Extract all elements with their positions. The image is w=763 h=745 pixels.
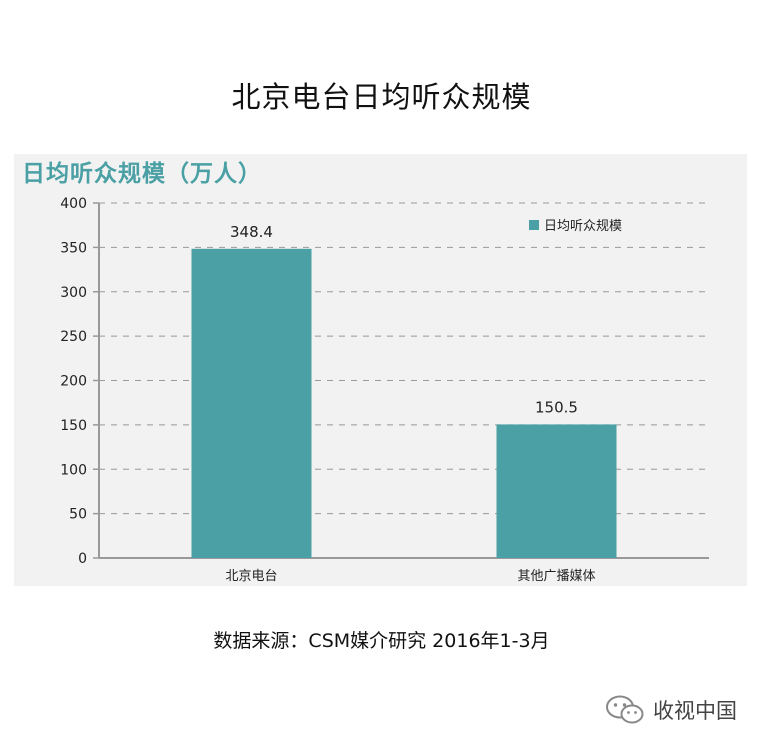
page-title: 北京电台日均听众规模 xyxy=(231,80,532,114)
data-label: 150.5 xyxy=(535,398,578,416)
chart-title: 日均听众规模（万人） xyxy=(22,161,262,187)
y-tick-label: 400 xyxy=(60,196,87,212)
y-tick-label: 100 xyxy=(60,462,87,478)
wechat-icon xyxy=(606,695,644,724)
y-tick-label: 350 xyxy=(60,240,87,256)
legend-swatch xyxy=(529,220,539,230)
brand-name: 收视中国 xyxy=(653,699,737,723)
y-tick-label: 0 xyxy=(78,551,87,567)
legend-label: 日均听众规模 xyxy=(544,219,622,234)
bar xyxy=(496,424,617,558)
x-tick-label: 其他广播媒体 xyxy=(517,569,595,584)
x-tick-label: 北京电台 xyxy=(225,569,277,584)
bar-chart: 0 50 100 150 200 250 300 350 400 348.4 北京电台 150.5 其他… xyxy=(60,196,709,584)
y-tick-label: 50 xyxy=(69,507,87,523)
source-note: 数据来源：CSM媒介研究 2016年1-3月 xyxy=(213,630,550,652)
chart-panel: 日均听众规模（万人） 0 50 100 150 200 250 300 350 400 348.4… xyxy=(14,154,747,586)
data-label: 348.4 xyxy=(230,223,273,241)
bar xyxy=(191,248,312,559)
y-tick-label: 200 xyxy=(60,374,87,390)
y-tick-label: 250 xyxy=(60,329,87,345)
y-tick-label: 300 xyxy=(60,285,87,301)
y-tick-label: 150 xyxy=(60,418,87,434)
brand-watermark: 收视中国 xyxy=(605,694,737,726)
